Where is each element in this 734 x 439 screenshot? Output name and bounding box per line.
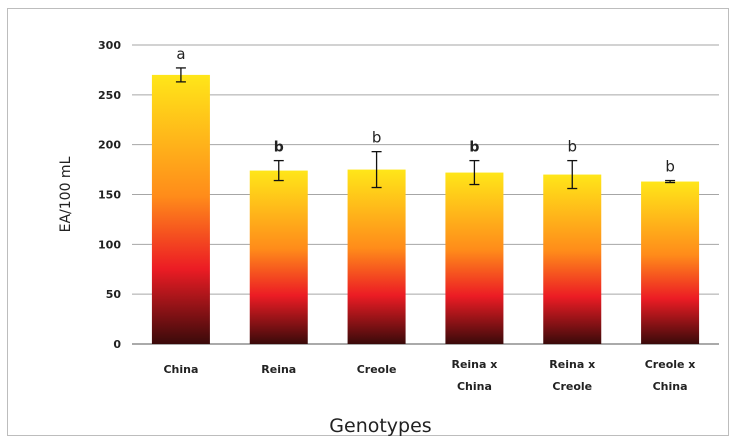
bars xyxy=(151,74,700,345)
error-bar xyxy=(469,159,480,186)
bar xyxy=(445,172,504,344)
y-tick-label: 100 xyxy=(98,238,121,251)
significance-letter: b xyxy=(567,138,577,156)
x-tick-label: Creole xyxy=(357,363,397,376)
significance-letters: a b b b b b xyxy=(176,45,675,176)
y-tick-label: 250 xyxy=(98,89,121,102)
bar xyxy=(151,74,210,345)
y-tick-label: 200 xyxy=(98,139,121,152)
x-tick-label: China xyxy=(457,380,492,393)
significance-letter: b xyxy=(274,140,284,156)
bar xyxy=(249,170,308,344)
y-tick-label: 300 xyxy=(98,39,121,52)
error-bar xyxy=(175,67,186,83)
gridlines xyxy=(132,44,719,345)
y-tick-label: 150 xyxy=(98,189,121,202)
y-axis-ticks: 0 50 100 150 200 250 300 xyxy=(98,39,121,351)
y-axis-label: EA/100 mL xyxy=(58,156,74,232)
x-tick-label: Reina x xyxy=(549,358,595,371)
x-tick-label: Creole xyxy=(552,380,592,393)
x-tick-label: Reina xyxy=(261,363,296,376)
x-tick-label: Reina x xyxy=(451,358,497,371)
x-axis-categories: China Reina Creole Reina x China Reina x Creol… xyxy=(163,358,695,393)
significance-letter: b xyxy=(372,129,382,147)
error-bar xyxy=(371,150,382,189)
error-bar xyxy=(567,159,578,190)
x-axis-label: Genotypes xyxy=(329,415,431,437)
error-bars xyxy=(175,67,676,190)
error-bar xyxy=(273,159,284,182)
error-bar xyxy=(665,179,676,184)
bar xyxy=(641,181,700,344)
significance-letter: b xyxy=(665,158,675,176)
x-tick-label: China xyxy=(653,380,688,393)
bar xyxy=(347,169,406,344)
x-tick-label: China xyxy=(163,363,198,376)
significance-letter: a xyxy=(176,45,185,63)
bar xyxy=(543,174,602,344)
x-tick-label: Creole x xyxy=(645,358,696,371)
significance-letter: b xyxy=(469,140,479,156)
y-tick-label: 0 xyxy=(113,338,121,351)
y-tick-label: 50 xyxy=(106,288,122,301)
